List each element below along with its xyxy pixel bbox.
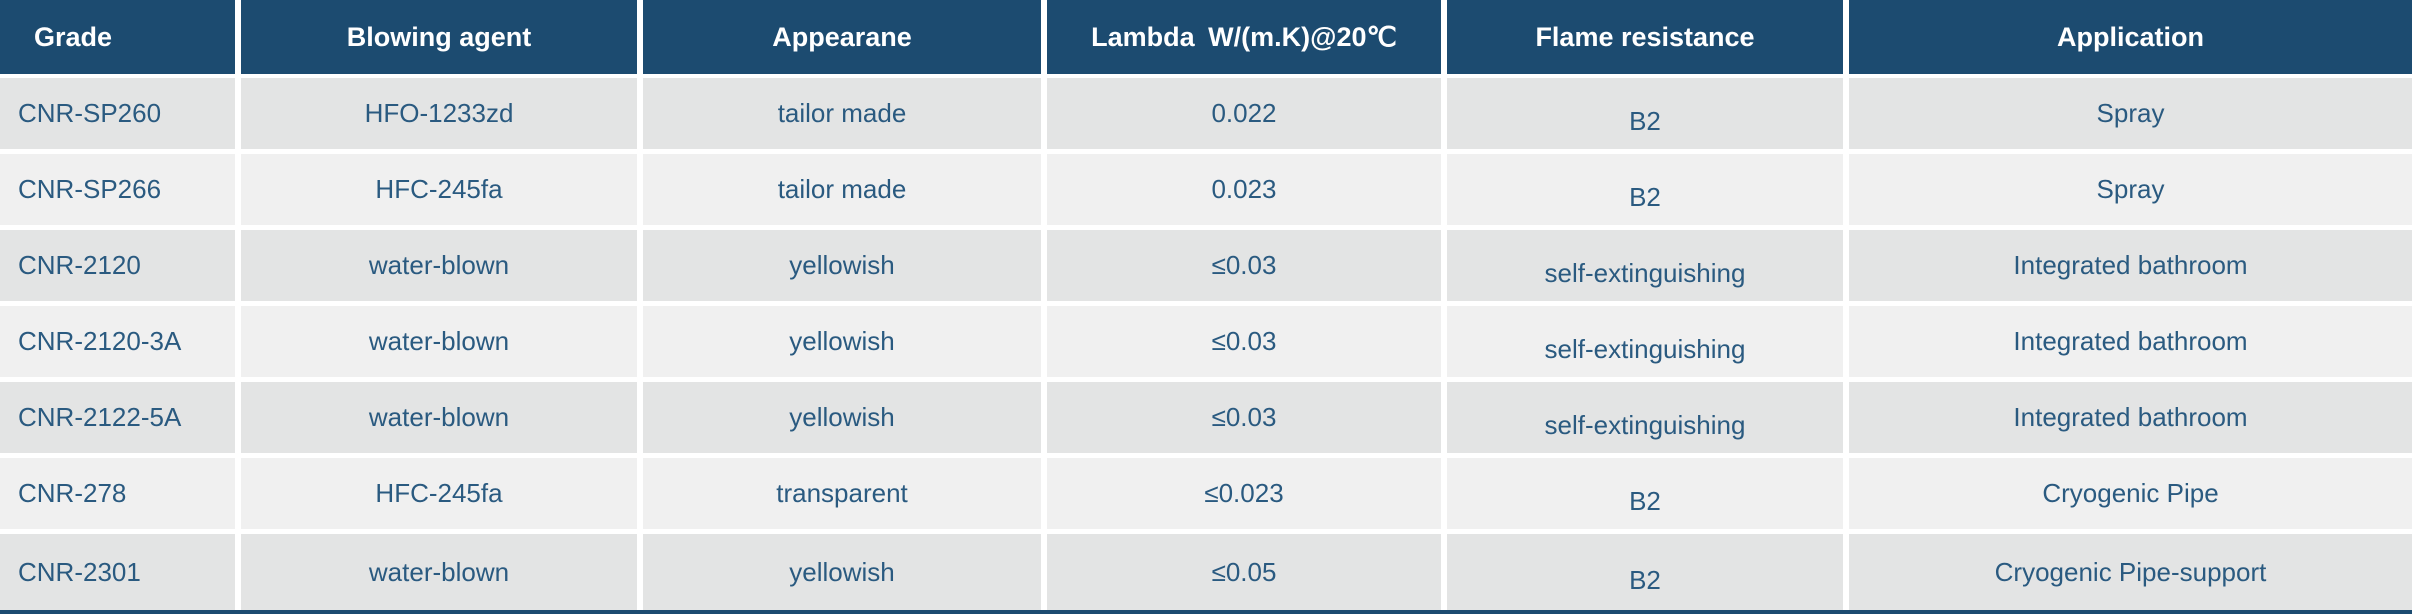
table-row: CNR-SP266 HFC-245fa tailor made 0.023 B2… [0,154,2412,230]
cell-blowing-agent: water-blown [241,382,643,458]
cell-blowing-agent: water-blown [241,534,643,610]
cell-flame-resistance: B2 [1447,534,1849,610]
cell-grade: CNR-2122-5A [0,382,241,458]
cell-appearance: yellowish [643,382,1047,458]
cell-flame-resistance: B2 [1447,154,1849,230]
cell-application: Integrated bathroom [1849,382,2412,458]
cell-flame-resistance: self-extinguishing [1447,382,1849,458]
cell-flame-resistance: self-extinguishing [1447,306,1849,382]
cell-application: Cryogenic Pipe [1849,458,2412,534]
cell-flame-resistance: B2 [1447,78,1849,154]
cell-blowing-agent: HFO-1233zd [241,78,643,154]
table-row: CNR-2122-5A water-blown yellowish ≤0.03 … [0,382,2412,458]
cell-grade: CNR-SP260 [0,78,241,154]
header-cell-flame-resistance: Flame resistance [1447,0,1849,78]
cell-lambda: 0.022 [1047,78,1447,154]
cell-blowing-agent: HFC-245fa [241,458,643,534]
cell-lambda: ≤0.03 [1047,382,1447,458]
cell-grade: CNR-2120 [0,230,241,306]
cell-lambda: ≤0.023 [1047,458,1447,534]
cell-flame-resistance: B2 [1447,458,1849,534]
cell-application: Integrated bathroom [1849,306,2412,382]
cell-appearance: tailor made [643,78,1047,154]
header-cell-lambda: Lambda W/(m.K)@20℃ [1047,0,1447,78]
header-cell-application: Application [1849,0,2412,78]
cell-application: Spray [1849,154,2412,230]
cell-appearance: yellowish [643,306,1047,382]
cell-lambda: ≤0.03 [1047,230,1447,306]
table-row: CNR-2301 water-blown yellowish ≤0.05 B2 … [0,534,2412,610]
cell-application: Spray [1849,78,2412,154]
table-row: CNR-278 HFC-245fa transparent ≤0.023 B2 … [0,458,2412,534]
cell-grade: CNR-2301 [0,534,241,610]
cell-lambda: ≤0.05 [1047,534,1447,610]
cell-blowing-agent: HFC-245fa [241,154,643,230]
header-cell-appearance: Appearane [643,0,1047,78]
cell-appearance: yellowish [643,534,1047,610]
header-cell-grade: Grade [0,0,241,78]
cell-appearance: tailor made [643,154,1047,230]
table-row: CNR-SP260 HFO-1233zd tailor made 0.022 B… [0,78,2412,154]
header-cell-blowing-agent: Blowing agent [241,0,643,78]
cell-lambda: 0.023 [1047,154,1447,230]
cell-application: Cryogenic Pipe-support [1849,534,2412,610]
cell-blowing-agent: water-blown [241,306,643,382]
cell-lambda: ≤0.03 [1047,306,1447,382]
cell-grade: CNR-2120-3A [0,306,241,382]
table-row: CNR-2120 water-blown yellowish ≤0.03 sel… [0,230,2412,306]
table-row: CNR-2120-3A water-blown yellowish ≤0.03 … [0,306,2412,382]
cell-flame-resistance: self-extinguishing [1447,230,1849,306]
cell-appearance: yellowish [643,230,1047,306]
cell-application: Integrated bathroom [1849,230,2412,306]
cell-blowing-agent: water-blown [241,230,643,306]
cell-grade: CNR-278 [0,458,241,534]
table-header-row: Grade Blowing agent Appearane Lambda W/(… [0,0,2412,78]
cell-appearance: transparent [643,458,1047,534]
cell-grade: CNR-SP266 [0,154,241,230]
